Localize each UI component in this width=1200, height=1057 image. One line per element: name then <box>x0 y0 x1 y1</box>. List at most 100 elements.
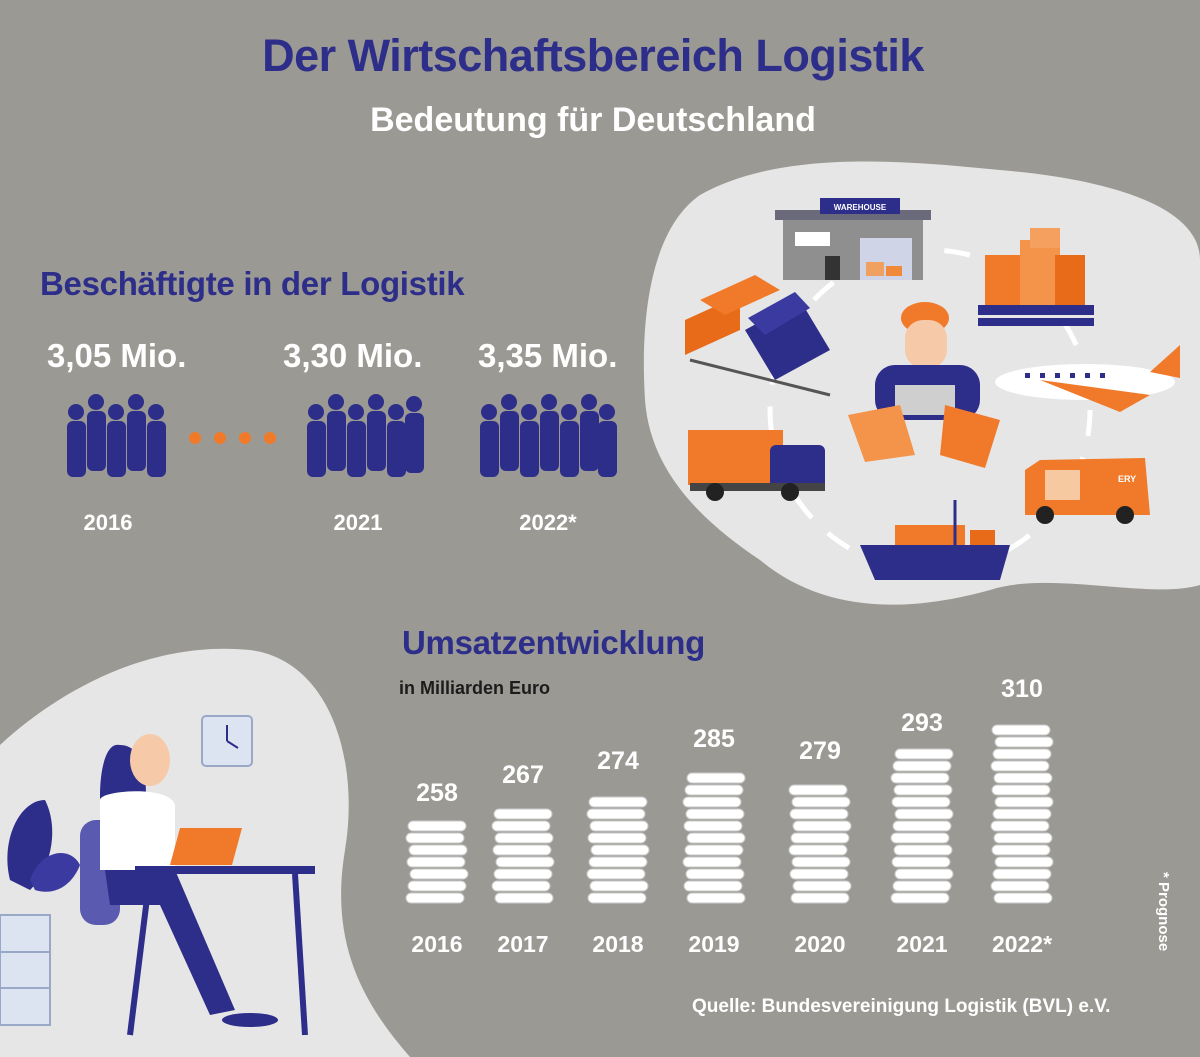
coin <box>993 832 1053 844</box>
coin <box>892 880 952 892</box>
employment-year-2021: 2021 <box>333 510 383 535</box>
coin <box>890 772 950 784</box>
coin <box>990 880 1050 892</box>
ship-icon <box>860 500 1010 580</box>
coin <box>990 760 1050 772</box>
coin <box>991 784 1051 796</box>
coin <box>494 892 554 904</box>
revenue-value-label: 310 <box>1001 675 1043 703</box>
people-group-icon <box>62 390 172 490</box>
revenue-value-label: 267 <box>502 761 544 789</box>
employment-value-2016: 3,05 Mio. <box>47 337 187 374</box>
file-cabinet-icon <box>0 914 51 1026</box>
coin-stack-2017 <box>491 808 555 904</box>
coin <box>993 892 1053 904</box>
revenue-year-label: 2016 <box>411 931 463 957</box>
revenue-value-label: 279 <box>799 737 841 765</box>
page-subtitle: Bedeutung für Deutschland <box>370 101 816 139</box>
coin <box>493 808 553 820</box>
coin <box>890 832 950 844</box>
coin <box>683 880 743 892</box>
coin-stack-2016 <box>405 820 469 904</box>
coin <box>894 808 954 820</box>
coin <box>994 736 1054 748</box>
coin <box>590 844 650 856</box>
coin <box>994 856 1054 868</box>
coin <box>683 820 743 832</box>
revenue-unit: in Milliarden Euro <box>399 678 551 698</box>
coin <box>684 844 744 856</box>
coin <box>405 832 465 844</box>
coin <box>588 856 648 868</box>
coin <box>991 724 1051 736</box>
revenue-value-label: 293 <box>901 709 943 737</box>
coin <box>991 844 1051 856</box>
coin <box>408 844 468 856</box>
coin-stack-2020 <box>788 784 852 904</box>
coin <box>406 856 466 868</box>
revenue-value-label: 274 <box>597 747 639 775</box>
coin <box>893 784 953 796</box>
revenue-year-label: 2018 <box>592 931 644 957</box>
coin <box>409 868 469 880</box>
coin <box>586 808 646 820</box>
coin <box>894 748 954 760</box>
coin <box>791 856 851 868</box>
coin <box>682 796 742 808</box>
coin <box>587 892 647 904</box>
coin <box>992 748 1052 760</box>
revenue-year-label: 2020 <box>794 931 846 957</box>
coin <box>492 844 552 856</box>
people-group-icon <box>302 390 427 490</box>
coin <box>407 820 467 832</box>
coin <box>493 868 553 880</box>
coin <box>892 820 952 832</box>
revenue-year-label: 2022* <box>991 931 1053 957</box>
coin <box>491 880 551 892</box>
coin <box>589 820 649 832</box>
revenue-value-label: 258 <box>416 779 458 807</box>
revenue-year-label: 2017 <box>497 931 549 957</box>
coin <box>790 832 850 844</box>
employment-heading: Beschäftigte in der Logistik <box>40 265 465 302</box>
van-icon <box>1025 458 1150 524</box>
coin <box>788 784 848 796</box>
coin <box>892 760 952 772</box>
plant-icon <box>7 800 80 892</box>
van-sign: ERY <box>1118 474 1136 484</box>
coin <box>788 844 848 856</box>
revenue-year-label: 2019 <box>688 931 740 957</box>
warehouse-icon <box>775 198 931 280</box>
train-icon <box>685 275 831 397</box>
coin <box>586 868 646 880</box>
coin <box>589 880 649 892</box>
coin <box>494 832 554 844</box>
source-credit: Quelle: Bundesvereinigung Logistik (BVL)… <box>692 996 1111 1017</box>
employment-value-2021: 3,30 Mio. <box>283 337 423 374</box>
coin <box>893 844 953 856</box>
employment-year-2016: 2016 <box>83 510 133 535</box>
coin <box>992 808 1052 820</box>
woman-at-desk-icon <box>80 734 315 1036</box>
coin <box>684 784 744 796</box>
truck-icon <box>688 430 825 501</box>
coin-stack-2019 <box>682 772 746 904</box>
coin <box>990 820 1050 832</box>
coin <box>685 808 745 820</box>
coin <box>686 772 746 784</box>
coin <box>682 856 742 868</box>
wall-clock-icon <box>201 715 253 767</box>
coin-stack-2021 <box>890 748 954 904</box>
coin <box>588 796 648 808</box>
warehouse-sign: WAREHOUSE <box>834 203 887 212</box>
employment-year-2022: 2022* <box>519 510 577 535</box>
coin <box>992 868 1052 880</box>
coin <box>686 832 746 844</box>
coin <box>894 868 954 880</box>
page-title: Der Wirtschaftsbereich Logistik <box>262 30 924 81</box>
coin <box>792 820 852 832</box>
coin <box>491 820 551 832</box>
revenue-year-label: 2021 <box>896 931 948 957</box>
coin <box>790 892 850 904</box>
revenue-heading: Umsatzentwicklung <box>402 624 705 661</box>
